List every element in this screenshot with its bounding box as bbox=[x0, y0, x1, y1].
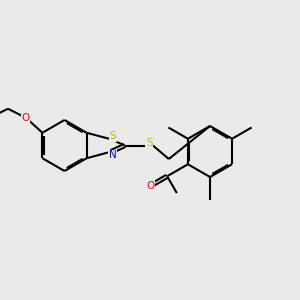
Text: S: S bbox=[110, 131, 116, 141]
Text: N: N bbox=[109, 150, 117, 160]
Text: S: S bbox=[146, 138, 153, 148]
Text: O: O bbox=[146, 181, 154, 191]
Text: O: O bbox=[21, 113, 29, 123]
